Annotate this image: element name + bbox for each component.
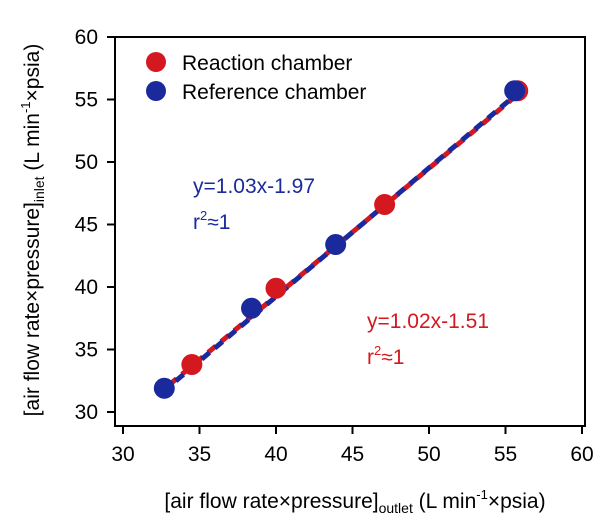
data-point-reaction: [374, 194, 396, 215]
x-axis-label: [air flow rate×pressure]outlet (L min-1×…: [164, 487, 545, 516]
y-tick-label: 50: [75, 151, 98, 174]
legend-marker-reference: [146, 81, 166, 101]
y-tick-label: 60: [75, 26, 98, 49]
y-tick-label: 35: [75, 339, 98, 362]
y-tick-label: 55: [75, 89, 98, 112]
legend-label-reaction: Reaction chamber: [182, 52, 352, 75]
fit-lines: [167, 88, 523, 389]
x-tick-label: 55: [494, 443, 517, 466]
legend: Reaction chamber Reference chamber: [146, 52, 366, 104]
x-tick-label: 45: [341, 443, 364, 466]
x-tick-label: 30: [111, 443, 134, 466]
legend-marker-reaction: [146, 52, 166, 72]
x-tick-label: 50: [417, 443, 440, 466]
r2-reaction: r2≈1: [367, 343, 404, 369]
data-point-reference: [241, 297, 263, 319]
fit-equation-reference: y=1.03x-1.97: [193, 175, 315, 198]
annotation-reference: y=1.03x-1.97 r2≈1: [193, 175, 315, 234]
axis-ticks: 30 35 40 45 50 55 60 30 35 40 45 50 55 60: [75, 26, 594, 466]
x-tick-label: 40: [264, 443, 287, 466]
fit-line-reference: [167, 88, 523, 389]
data-points: [153, 80, 529, 399]
x-tick-label: 60: [570, 443, 593, 466]
data-point-reaction: [181, 354, 203, 375]
r2-reference: r2≈1: [193, 208, 230, 234]
annotation-reaction: y=1.02x-1.51 r2≈1: [367, 310, 489, 369]
data-point-reference: [153, 377, 175, 399]
data-point-reaction: [265, 277, 287, 299]
y-axis-label: [air flow rate×pressure]inlet (L min-1×p…: [18, 44, 47, 417]
data-point-reference: [325, 234, 347, 255]
y-tick-label: 30: [75, 401, 98, 424]
plot-frame: [114, 36, 586, 427]
legend-label-reference: Reference chamber: [182, 81, 366, 104]
y-tick-label: 40: [75, 276, 98, 299]
x-tick-label: 35: [188, 443, 211, 466]
y-tick-label: 45: [75, 214, 98, 237]
data-point-reference: [504, 80, 526, 102]
fit-equation-reaction: y=1.02x-1.51: [367, 310, 489, 333]
